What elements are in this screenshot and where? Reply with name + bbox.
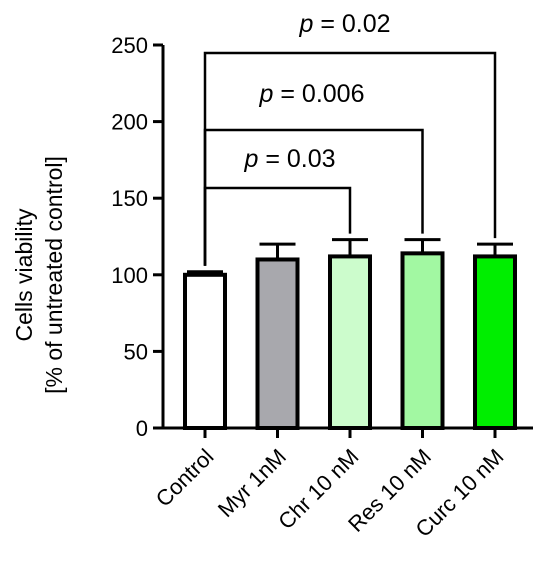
- y-tick-label-150: 150: [111, 186, 148, 211]
- bar-chr-10-nm: [328, 254, 372, 430]
- bar-myr-1nm: [255, 257, 300, 431]
- y-axis-label: Cells viability [% of untreated control]: [11, 156, 67, 394]
- y-tick-label-250: 250: [111, 33, 148, 58]
- x-tick-label-control: Control: [151, 444, 219, 512]
- y-tick-label-100: 100: [111, 263, 148, 288]
- y-axis-label-line-2: [% of untreated control]: [41, 156, 67, 394]
- bar-curc-10-nm: [473, 254, 517, 430]
- p-value: = 0.006: [273, 80, 364, 108]
- p-value-label-2: p = 0.006: [259, 80, 365, 108]
- y-tick-label-200: 200: [111, 110, 148, 135]
- p-symbol: p: [243, 145, 258, 173]
- p-value-label-3: p = 0.02: [298, 10, 390, 38]
- significance-bracket-3: [203, 51, 497, 266]
- p-value: = 0.02: [313, 10, 390, 38]
- y-tick-label-0: 0: [136, 416, 148, 441]
- bar-control: [183, 272, 227, 430]
- y-axis-label-line-1: Cells viability: [11, 208, 37, 341]
- y-tick-label-50: 50: [124, 339, 148, 364]
- p-value-label-1: p = 0.03: [243, 145, 335, 173]
- bar-res-10-nm: [400, 251, 445, 430]
- p-symbol: p: [298, 10, 313, 38]
- p-value: = 0.03: [258, 145, 335, 173]
- p-symbol: p: [259, 80, 274, 108]
